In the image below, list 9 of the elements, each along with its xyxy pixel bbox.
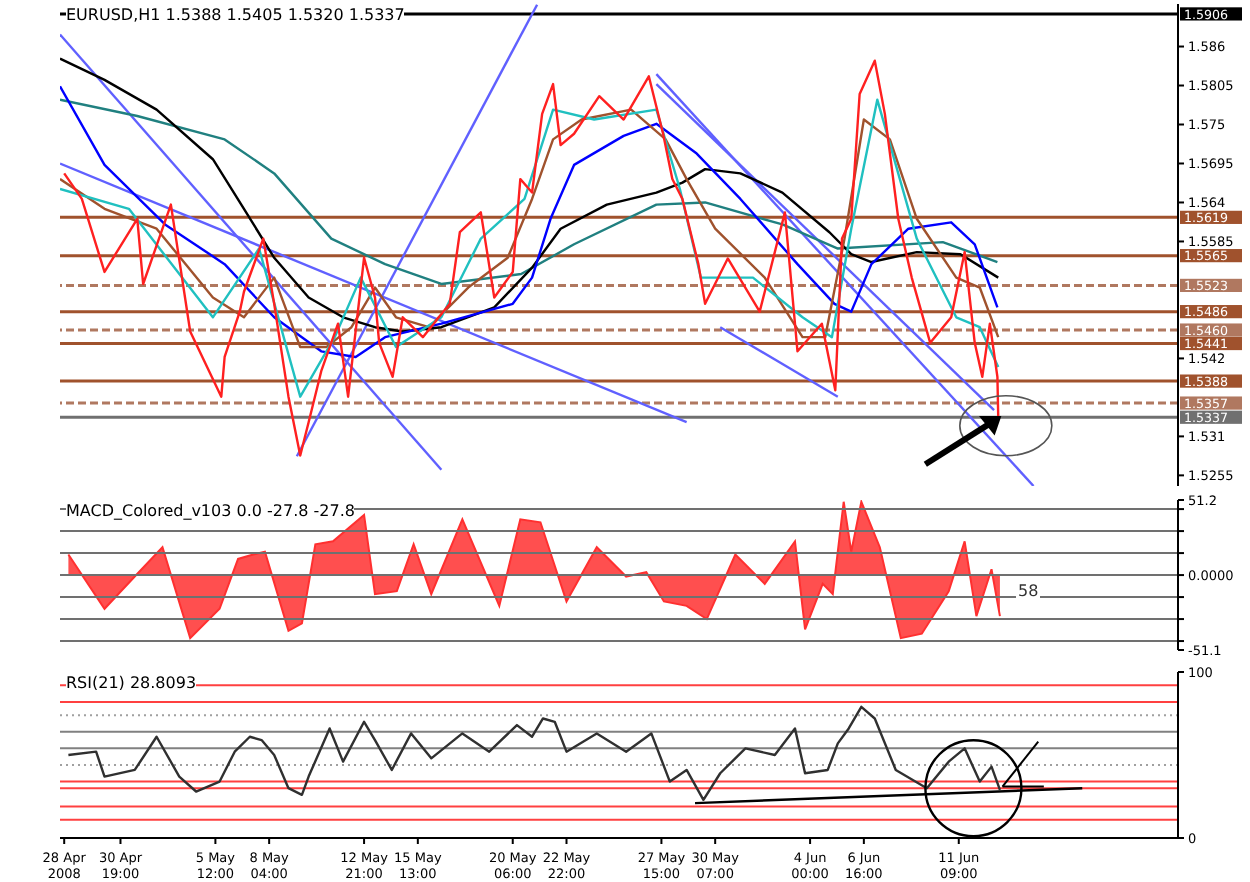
chart-title: RSI(21) 28.8093 xyxy=(66,674,197,692)
line-series xyxy=(63,59,1000,457)
chart-title: EURUSD,H1 1.5388 1.5405 1.5320 1.5337 xyxy=(66,6,405,24)
line-series xyxy=(60,57,1000,333)
chart-title: MACD_Colored_v103 0.0 -27.8 -27.8 xyxy=(66,502,355,520)
line-series xyxy=(60,98,999,286)
line-series xyxy=(60,98,1000,398)
line-series xyxy=(67,705,1002,802)
annotation: 58 xyxy=(1016,582,1041,600)
